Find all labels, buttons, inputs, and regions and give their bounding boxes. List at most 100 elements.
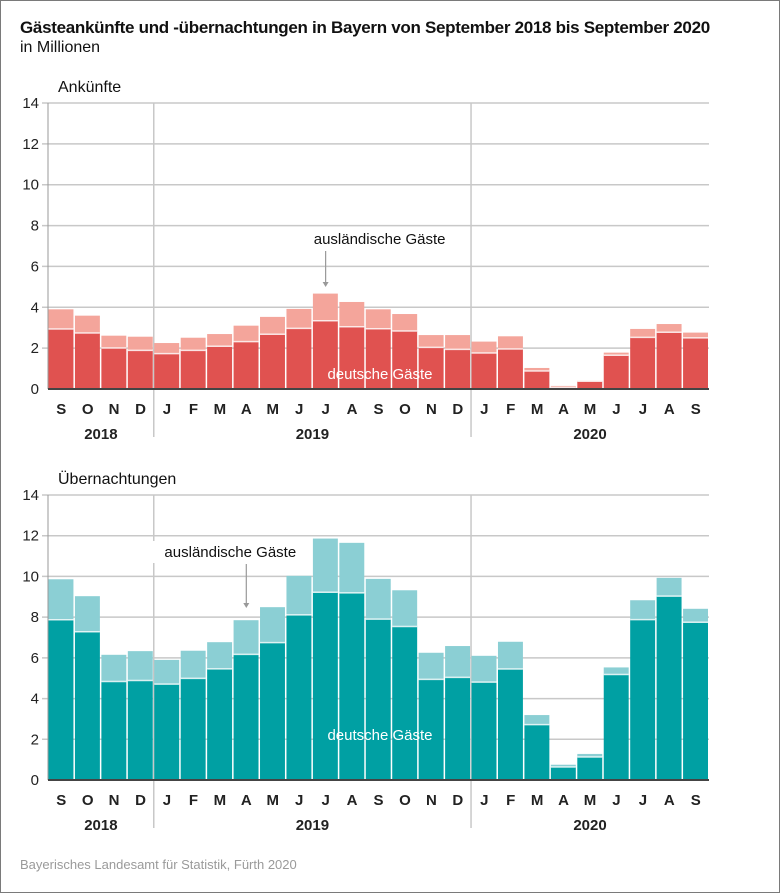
- year-label: 2020: [573, 426, 606, 443]
- bar-german: [577, 756, 603, 780]
- y-tick-label: 4: [31, 299, 39, 316]
- bar-foreign: [180, 337, 206, 351]
- x-tick-label: S: [691, 792, 701, 809]
- annotation-background: [273, 228, 430, 250]
- x-tick-label: J: [321, 792, 329, 809]
- bar-foreign: [154, 343, 180, 354]
- arrow-down-icon: [322, 282, 329, 287]
- annotation-foreign-guests: ausländische Gäste: [314, 231, 446, 248]
- x-tick-label: J: [480, 792, 488, 809]
- x-tick-label: N: [109, 792, 120, 809]
- bar-german: [445, 677, 471, 780]
- bar-foreign: [603, 667, 629, 675]
- chart-title: Gästeankünfte und -übernachtungen in Bay…: [20, 18, 710, 37]
- year-label: 2018: [84, 817, 117, 834]
- bar-german: [312, 320, 338, 389]
- x-tick-label: M: [584, 401, 597, 418]
- annotation-german-guests: deutsche Gäste: [327, 366, 432, 383]
- bar-foreign: [683, 608, 708, 623]
- x-tick-label: N: [426, 792, 437, 809]
- bar-foreign: [471, 655, 497, 683]
- bar-foreign: [101, 335, 127, 348]
- bar-foreign: [497, 336, 523, 349]
- bar-foreign: [48, 579, 74, 620]
- bar-foreign: [630, 600, 656, 620]
- x-tick-label: F: [506, 401, 515, 418]
- bar-foreign: [154, 659, 180, 685]
- bar-german: [392, 330, 418, 389]
- x-tick-label: A: [347, 792, 358, 809]
- bar-foreign: [656, 577, 682, 597]
- x-tick-label: F: [189, 401, 198, 418]
- x-tick-label: A: [347, 401, 358, 418]
- bar-german: [48, 619, 74, 780]
- bar-foreign: [339, 542, 365, 593]
- bar-german: [471, 682, 497, 780]
- x-tick-label: A: [558, 792, 569, 809]
- year-label: 2019: [296, 817, 329, 834]
- bar-german: [127, 680, 153, 780]
- x-tick-label: D: [452, 401, 463, 418]
- bar-german: [180, 678, 206, 780]
- bar-foreign: [365, 578, 391, 620]
- x-tick-label: J: [163, 792, 171, 809]
- bar-german: [260, 334, 285, 389]
- bar-german: [207, 346, 233, 389]
- bar-foreign: [497, 641, 523, 670]
- y-tick-label: 14: [22, 95, 39, 112]
- y-tick-label: 0: [31, 381, 39, 398]
- bar-german: [74, 333, 100, 389]
- bar-foreign: [233, 620, 259, 655]
- bar-foreign: [127, 336, 153, 351]
- bar-german: [365, 619, 391, 780]
- bar-german: [418, 347, 444, 389]
- x-tick-label: S: [56, 401, 66, 418]
- y-tick-label: 0: [31, 772, 39, 789]
- year-label: 2020: [573, 817, 606, 834]
- x-tick-label: O: [82, 401, 94, 418]
- bar-foreign: [260, 607, 285, 643]
- bar-german: [74, 631, 100, 780]
- x-tick-label: M: [266, 792, 279, 809]
- bar-german: [497, 348, 523, 389]
- bar-foreign: [74, 596, 100, 632]
- bar-german: [630, 337, 656, 389]
- x-tick-label: A: [664, 792, 675, 809]
- bar-german: [656, 332, 682, 389]
- y-tick-label: 8: [31, 218, 39, 235]
- bar-foreign: [74, 315, 100, 334]
- x-tick-label: D: [135, 401, 146, 418]
- year-label: 2019: [296, 426, 329, 443]
- x-tick-label: D: [135, 792, 146, 809]
- bar-german: [339, 592, 365, 780]
- x-tick-label: M: [214, 401, 227, 418]
- y-tick-label: 12: [22, 136, 39, 153]
- bar-foreign: [101, 654, 127, 682]
- y-tick-label: 2: [31, 731, 39, 748]
- x-tick-label: O: [82, 792, 94, 809]
- bar-german: [365, 328, 391, 389]
- bar-foreign: [471, 341, 497, 354]
- x-tick-label: M: [584, 792, 597, 809]
- bar-foreign: [603, 352, 629, 356]
- x-tick-label: J: [163, 401, 171, 418]
- bar-german: [233, 654, 259, 780]
- bar-foreign: [630, 328, 656, 338]
- x-tick-label: M: [266, 401, 279, 418]
- bar-german: [524, 724, 550, 780]
- bar-german: [312, 592, 338, 780]
- x-tick-label: M: [531, 401, 544, 418]
- x-tick-label: J: [295, 401, 303, 418]
- y-tick-label: 2: [31, 340, 39, 357]
- bar-german: [603, 355, 629, 389]
- bar-foreign: [418, 652, 444, 680]
- x-tick-label: J: [639, 401, 647, 418]
- bar-german: [286, 328, 312, 389]
- bar-german: [154, 353, 180, 389]
- bar-foreign: [48, 309, 74, 329]
- bar-german: [286, 614, 312, 780]
- bar-german: [260, 642, 285, 780]
- bar-foreign: [445, 335, 471, 350]
- x-tick-label: J: [321, 401, 329, 418]
